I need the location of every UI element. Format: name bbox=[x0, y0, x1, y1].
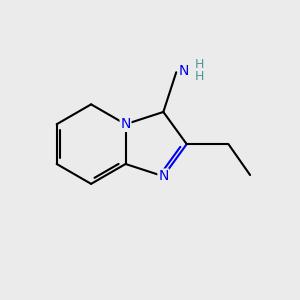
Text: N: N bbox=[120, 117, 131, 131]
Text: H: H bbox=[195, 70, 205, 83]
Text: N: N bbox=[158, 169, 169, 183]
Text: H: H bbox=[195, 58, 205, 70]
Text: N: N bbox=[178, 64, 189, 78]
